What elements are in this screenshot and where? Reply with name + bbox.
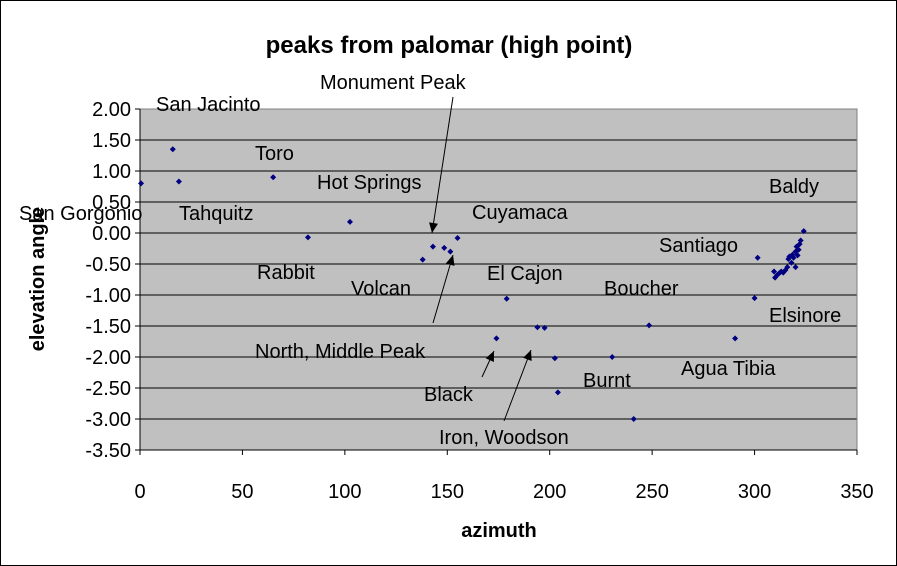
annotation-label: Cuyamaca xyxy=(472,202,568,224)
data-point xyxy=(732,335,739,342)
y-tick-label: -3.00 xyxy=(85,409,131,431)
y-tick-label: -3.50 xyxy=(85,440,131,462)
annotation-label: Volcan xyxy=(351,278,411,300)
data-point xyxy=(441,244,448,251)
x-tick-label: 50 xyxy=(231,481,253,503)
annotation-arrow-head xyxy=(523,350,532,361)
data-point xyxy=(630,416,637,422)
annotation-labels: San Jacinto Toro Hot Springs San Gorgonio Ta… xyxy=(19,72,841,449)
annotation-label: Monument Peak xyxy=(320,72,467,94)
data-point xyxy=(270,174,277,181)
annotation-label: El Cajon xyxy=(487,263,563,285)
y-axis-title: elevation angle xyxy=(27,207,49,352)
y-tick-label: -2.00 xyxy=(85,347,131,369)
data-point xyxy=(785,256,792,263)
annotation-label: Iron, Woodson xyxy=(439,427,569,449)
data-point xyxy=(554,389,561,396)
annotation-label: Black xyxy=(424,384,474,406)
chart-title: peaks from palomar (high point) xyxy=(266,32,633,59)
data-point xyxy=(493,335,500,342)
data-point xyxy=(794,252,801,259)
annotation-label: Santiago xyxy=(659,235,738,257)
y-tick-labels: 2.00 1.50 1.00 0.50 0.00 -0.50 -1.00 -1.50 -2.00… xyxy=(85,99,141,462)
annotation-label: Rabbit xyxy=(257,262,315,284)
data-point xyxy=(169,146,176,153)
annotation-label: San Jacinto xyxy=(156,94,261,116)
y-tick-label: 1.50 xyxy=(92,130,131,152)
data-point xyxy=(800,228,807,235)
data-point xyxy=(609,354,616,360)
data-point xyxy=(646,322,653,329)
annotation-label: Agua Tibia xyxy=(681,358,776,380)
data-points xyxy=(138,146,807,422)
data-point xyxy=(346,218,353,225)
x-tick-labels: 0 50 100 150 200 250 300 350 xyxy=(134,449,874,503)
annotation-arrows xyxy=(429,96,532,422)
annotation-label: Tahquitz xyxy=(179,203,254,225)
data-point xyxy=(797,237,804,244)
data-point xyxy=(447,248,454,255)
x-tick-label: 100 xyxy=(328,481,361,503)
x-tick-label: 150 xyxy=(431,481,464,503)
annotation-label: Toro xyxy=(255,143,294,165)
data-point xyxy=(784,264,791,271)
data-point xyxy=(304,234,311,241)
annotation-label: Elsinore xyxy=(769,305,841,327)
data-point xyxy=(771,268,778,275)
x-tick-label: 0 xyxy=(134,481,145,503)
annotation-arrow-head xyxy=(445,255,455,266)
data-point xyxy=(795,246,802,253)
annotation-label: Hot Springs xyxy=(317,172,422,194)
annotation-label: Burnt xyxy=(583,370,631,392)
data-point xyxy=(454,234,461,241)
y-tick-label: -2.50 xyxy=(85,378,131,400)
data-point xyxy=(788,259,795,266)
plot-area xyxy=(140,109,857,450)
y-tick-label: -1.50 xyxy=(85,316,131,338)
annotation-arrow-line xyxy=(432,254,454,324)
annotation-arrow-line xyxy=(503,349,532,422)
data-point xyxy=(419,256,426,263)
annotation-arrow-head xyxy=(485,351,494,362)
x-axis-title: azimuth xyxy=(461,520,537,542)
y-tick-label: 0.50 xyxy=(92,192,131,214)
data-point xyxy=(175,178,182,185)
data-point xyxy=(503,295,510,302)
x-tick-label: 200 xyxy=(533,481,566,503)
data-point xyxy=(534,324,541,331)
data-point xyxy=(792,264,799,271)
y-tick-label: 0.00 xyxy=(92,223,131,245)
x-tick-label: 300 xyxy=(738,481,771,503)
data-point xyxy=(751,295,758,302)
data-point xyxy=(551,355,558,362)
annotation-arrow-head xyxy=(429,222,438,233)
data-point xyxy=(429,243,436,250)
data-point xyxy=(789,251,796,258)
y-tick-label: 2.00 xyxy=(92,99,131,121)
gridlines xyxy=(140,108,857,451)
x-tick-label: 350 xyxy=(840,481,873,503)
y-tick-label: -1.00 xyxy=(85,285,131,307)
data-point xyxy=(541,324,548,331)
annotation-arrow-line xyxy=(431,96,454,234)
annotation-label: San Gorgonio xyxy=(19,203,142,225)
y-tick-label: -0.50 xyxy=(85,254,131,276)
annotation-label: Boucher xyxy=(604,278,679,300)
x-tick-label: 250 xyxy=(635,481,668,503)
y-tick-label: 1.00 xyxy=(92,161,131,183)
data-point xyxy=(138,180,145,187)
annotation-label: Baldy xyxy=(769,176,819,198)
annotation-label: North, Middle Peak xyxy=(255,341,426,363)
